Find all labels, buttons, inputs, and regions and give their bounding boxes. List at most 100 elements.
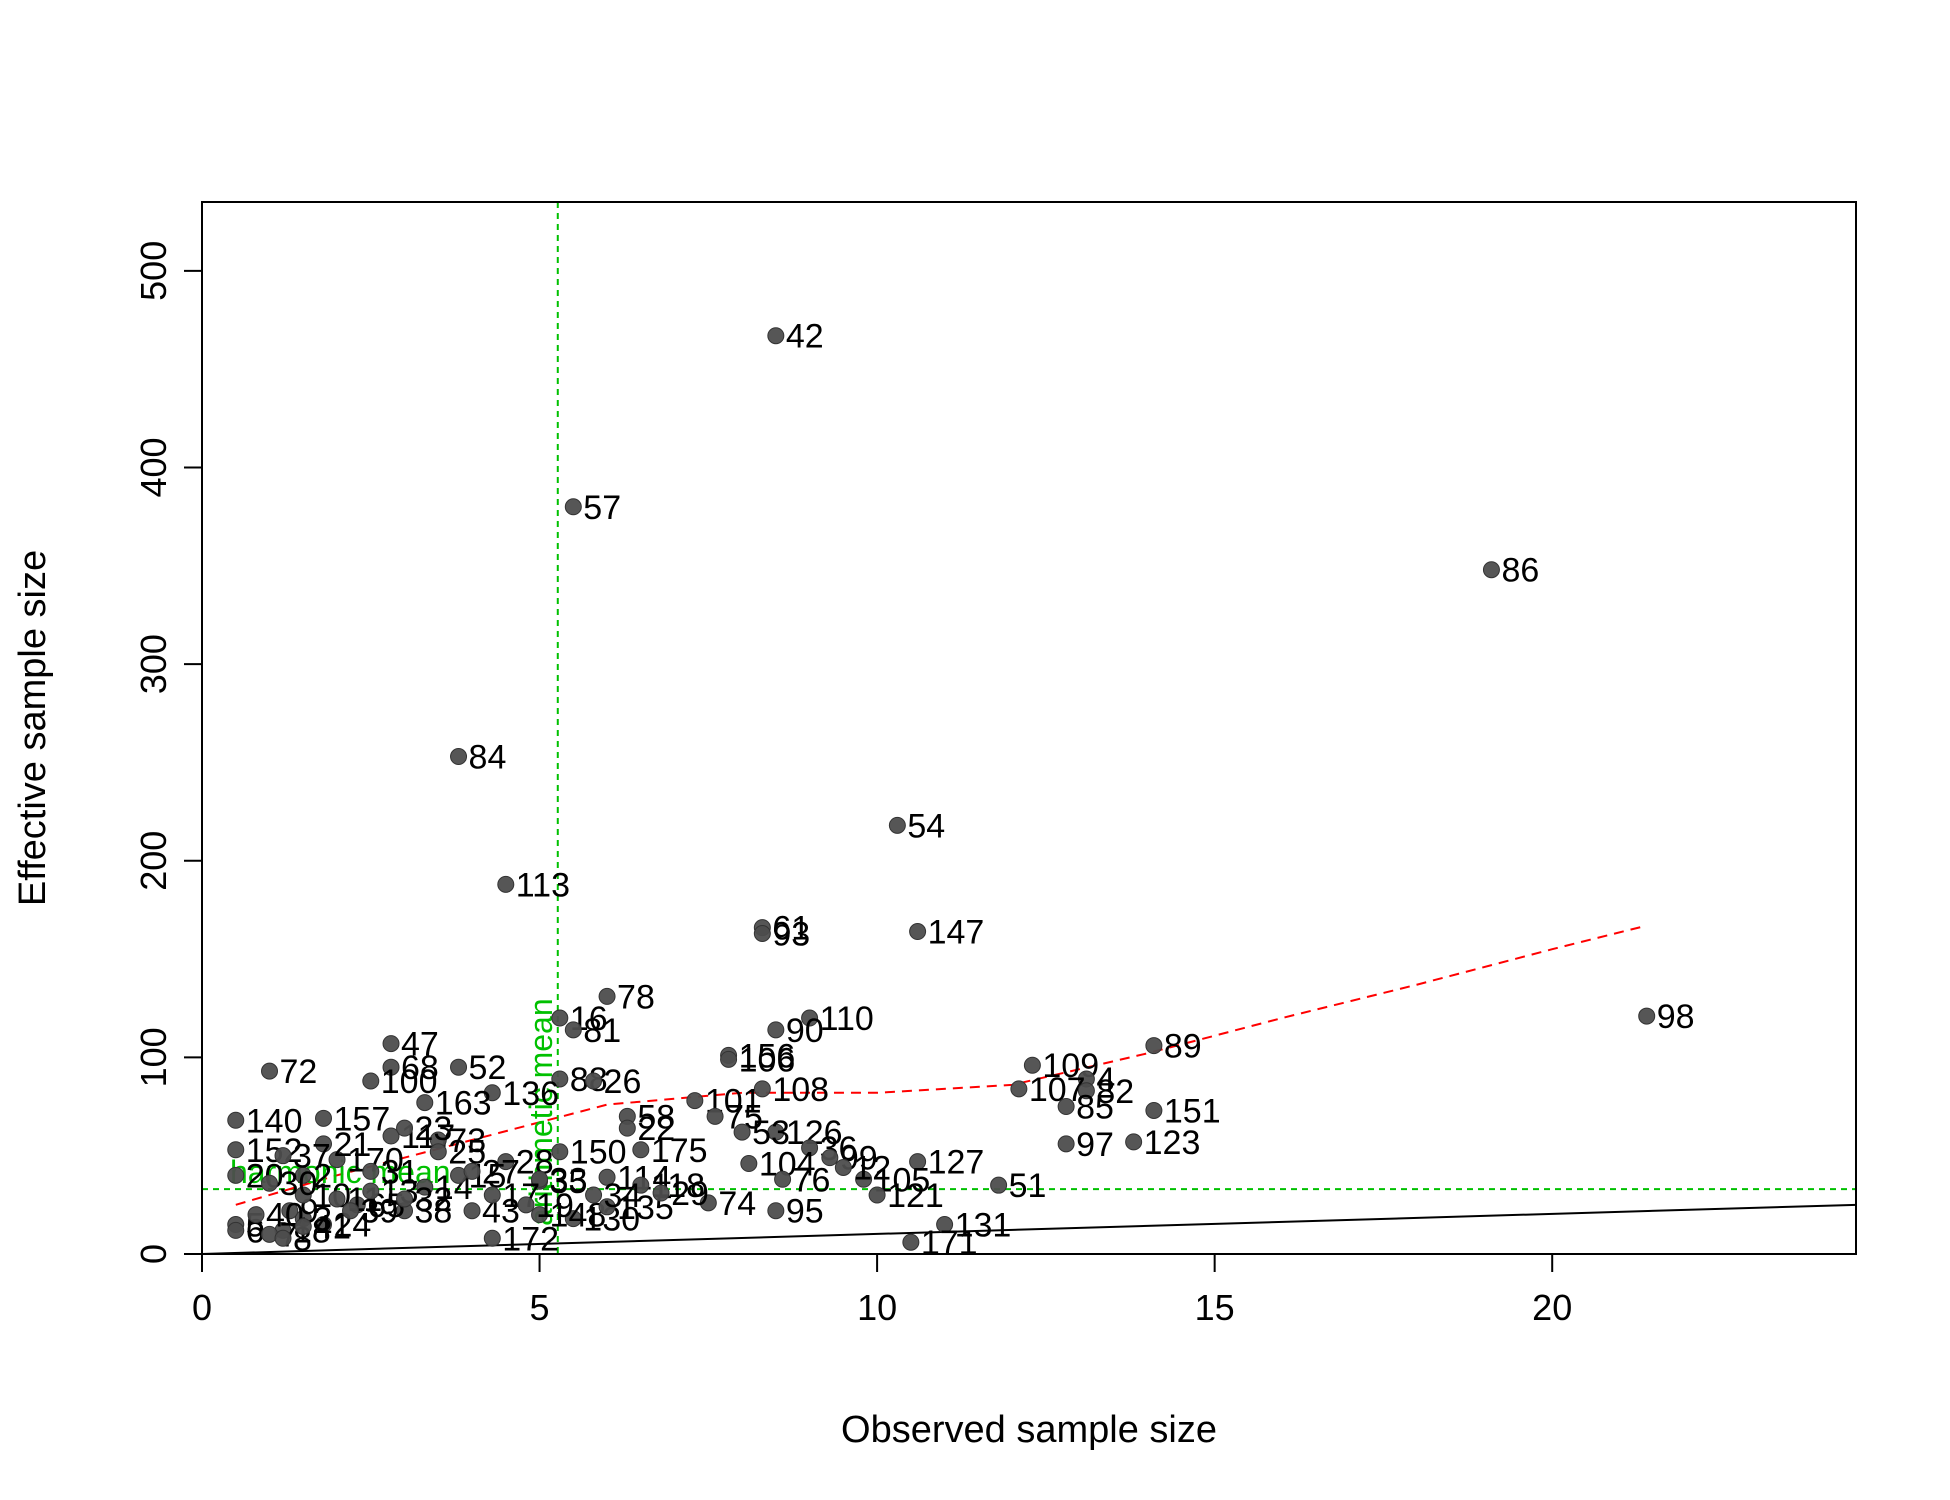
data-point — [598, 987, 616, 1005]
data-point — [281, 1202, 299, 1220]
point-label: 47 — [401, 1026, 439, 1064]
data-point — [733, 1123, 751, 1141]
data-point — [396, 1190, 414, 1208]
data-point — [1057, 1135, 1075, 1153]
data-point — [632, 1176, 650, 1194]
point-label: 175 — [651, 1132, 708, 1170]
point-label: 110 — [820, 1000, 874, 1038]
point-label: 31 — [381, 1153, 419, 1191]
point-label: 41 — [313, 1208, 351, 1246]
data-point — [706, 1107, 724, 1125]
point-label: 37 — [293, 1138, 331, 1176]
data-point — [517, 1196, 535, 1214]
data-point — [868, 1186, 886, 1204]
point-label: 2 — [313, 1157, 332, 1195]
point-label: 95 — [786, 1193, 824, 1231]
point-label: 121 — [887, 1177, 944, 1215]
point-label: 12 — [853, 1149, 891, 1187]
y-axis-label: Effective sample size — [12, 550, 54, 906]
data-point — [274, 1229, 292, 1247]
point-label: 151 — [1164, 1092, 1221, 1130]
point-label: 140 — [246, 1102, 303, 1140]
point-label: 30 — [280, 1165, 318, 1203]
point-label: 54 — [907, 807, 945, 845]
data-point — [382, 1127, 400, 1145]
data-point — [1125, 1133, 1143, 1151]
point-label: 3 — [313, 1201, 332, 1239]
diagonal-reference-line — [202, 1203, 1856, 1254]
data-point — [551, 1143, 569, 1161]
data-point — [585, 1072, 603, 1090]
y-tick-label: 300 — [133, 634, 174, 694]
data-point — [429, 1143, 447, 1161]
point-label: 106 — [739, 1041, 796, 1079]
point-label: 34 — [604, 1177, 642, 1215]
data-point — [315, 1135, 333, 1153]
data-point — [382, 1058, 400, 1076]
point-label: 84 — [469, 739, 507, 777]
data-point — [463, 1202, 481, 1220]
data-point — [328, 1151, 346, 1169]
data-point — [483, 1084, 501, 1102]
data-point — [294, 1186, 312, 1204]
point-label: 152 — [246, 1132, 303, 1170]
data-point — [1145, 1037, 1163, 1055]
data-point — [699, 1194, 717, 1212]
point-label: 89 — [1164, 1028, 1202, 1066]
x-tick-label: 0 — [192, 1287, 212, 1328]
point-label: 35 — [550, 1163, 588, 1201]
data-point — [632, 1141, 650, 1159]
point-label: 57 — [583, 489, 621, 527]
point-label: 32 — [415, 1181, 453, 1219]
data-point — [483, 1186, 501, 1204]
data-point — [362, 1162, 380, 1180]
data-point — [1077, 1082, 1095, 1100]
data-point — [531, 1170, 549, 1188]
data-point — [753, 924, 771, 942]
point-label: 4 — [1096, 1061, 1115, 1099]
point-label: 156 — [739, 1037, 796, 1075]
point-label: 150 — [570, 1134, 627, 1172]
point-label: 61 — [772, 910, 810, 948]
data-point — [767, 1021, 785, 1039]
point-label: 72 — [280, 1053, 318, 1091]
data-point — [294, 1217, 312, 1235]
data-point — [564, 1021, 582, 1039]
point-label: 82 — [1096, 1073, 1134, 1111]
point-label: 172 — [502, 1220, 559, 1258]
point-label: 136 — [502, 1075, 559, 1113]
point-label: 29 — [671, 1175, 709, 1213]
data-point — [551, 1009, 569, 1027]
data-point — [564, 498, 582, 516]
data-point — [652, 1184, 670, 1202]
point-label: 27 — [482, 1153, 520, 1191]
data-point — [909, 923, 927, 941]
data-point — [227, 1111, 245, 1129]
data-point — [909, 1153, 927, 1171]
data-point — [450, 1058, 468, 1076]
x-tick-label: 10 — [857, 1287, 897, 1328]
point-label: 113 — [516, 866, 570, 904]
data-point — [902, 1233, 920, 1251]
point-label: 76 — [793, 1161, 831, 1199]
data-point — [382, 1035, 400, 1053]
x-tick-label: 20 — [1532, 1287, 1572, 1328]
point-label: 73 — [448, 1122, 486, 1160]
point-label: 19 — [536, 1187, 574, 1225]
data-point — [261, 1174, 279, 1192]
data-point — [227, 1141, 245, 1159]
plot-clipped — [202, 202, 1856, 1254]
data-point — [1010, 1080, 1028, 1098]
data-point — [463, 1162, 481, 1180]
data-point — [227, 1166, 245, 1184]
data-point — [497, 875, 515, 893]
data-point — [821, 1149, 839, 1167]
point-label: 51 — [1009, 1167, 1047, 1205]
point-label: 131 — [955, 1207, 1012, 1245]
data-point — [247, 1206, 265, 1224]
data-point — [936, 1216, 954, 1234]
data-point — [888, 816, 906, 834]
